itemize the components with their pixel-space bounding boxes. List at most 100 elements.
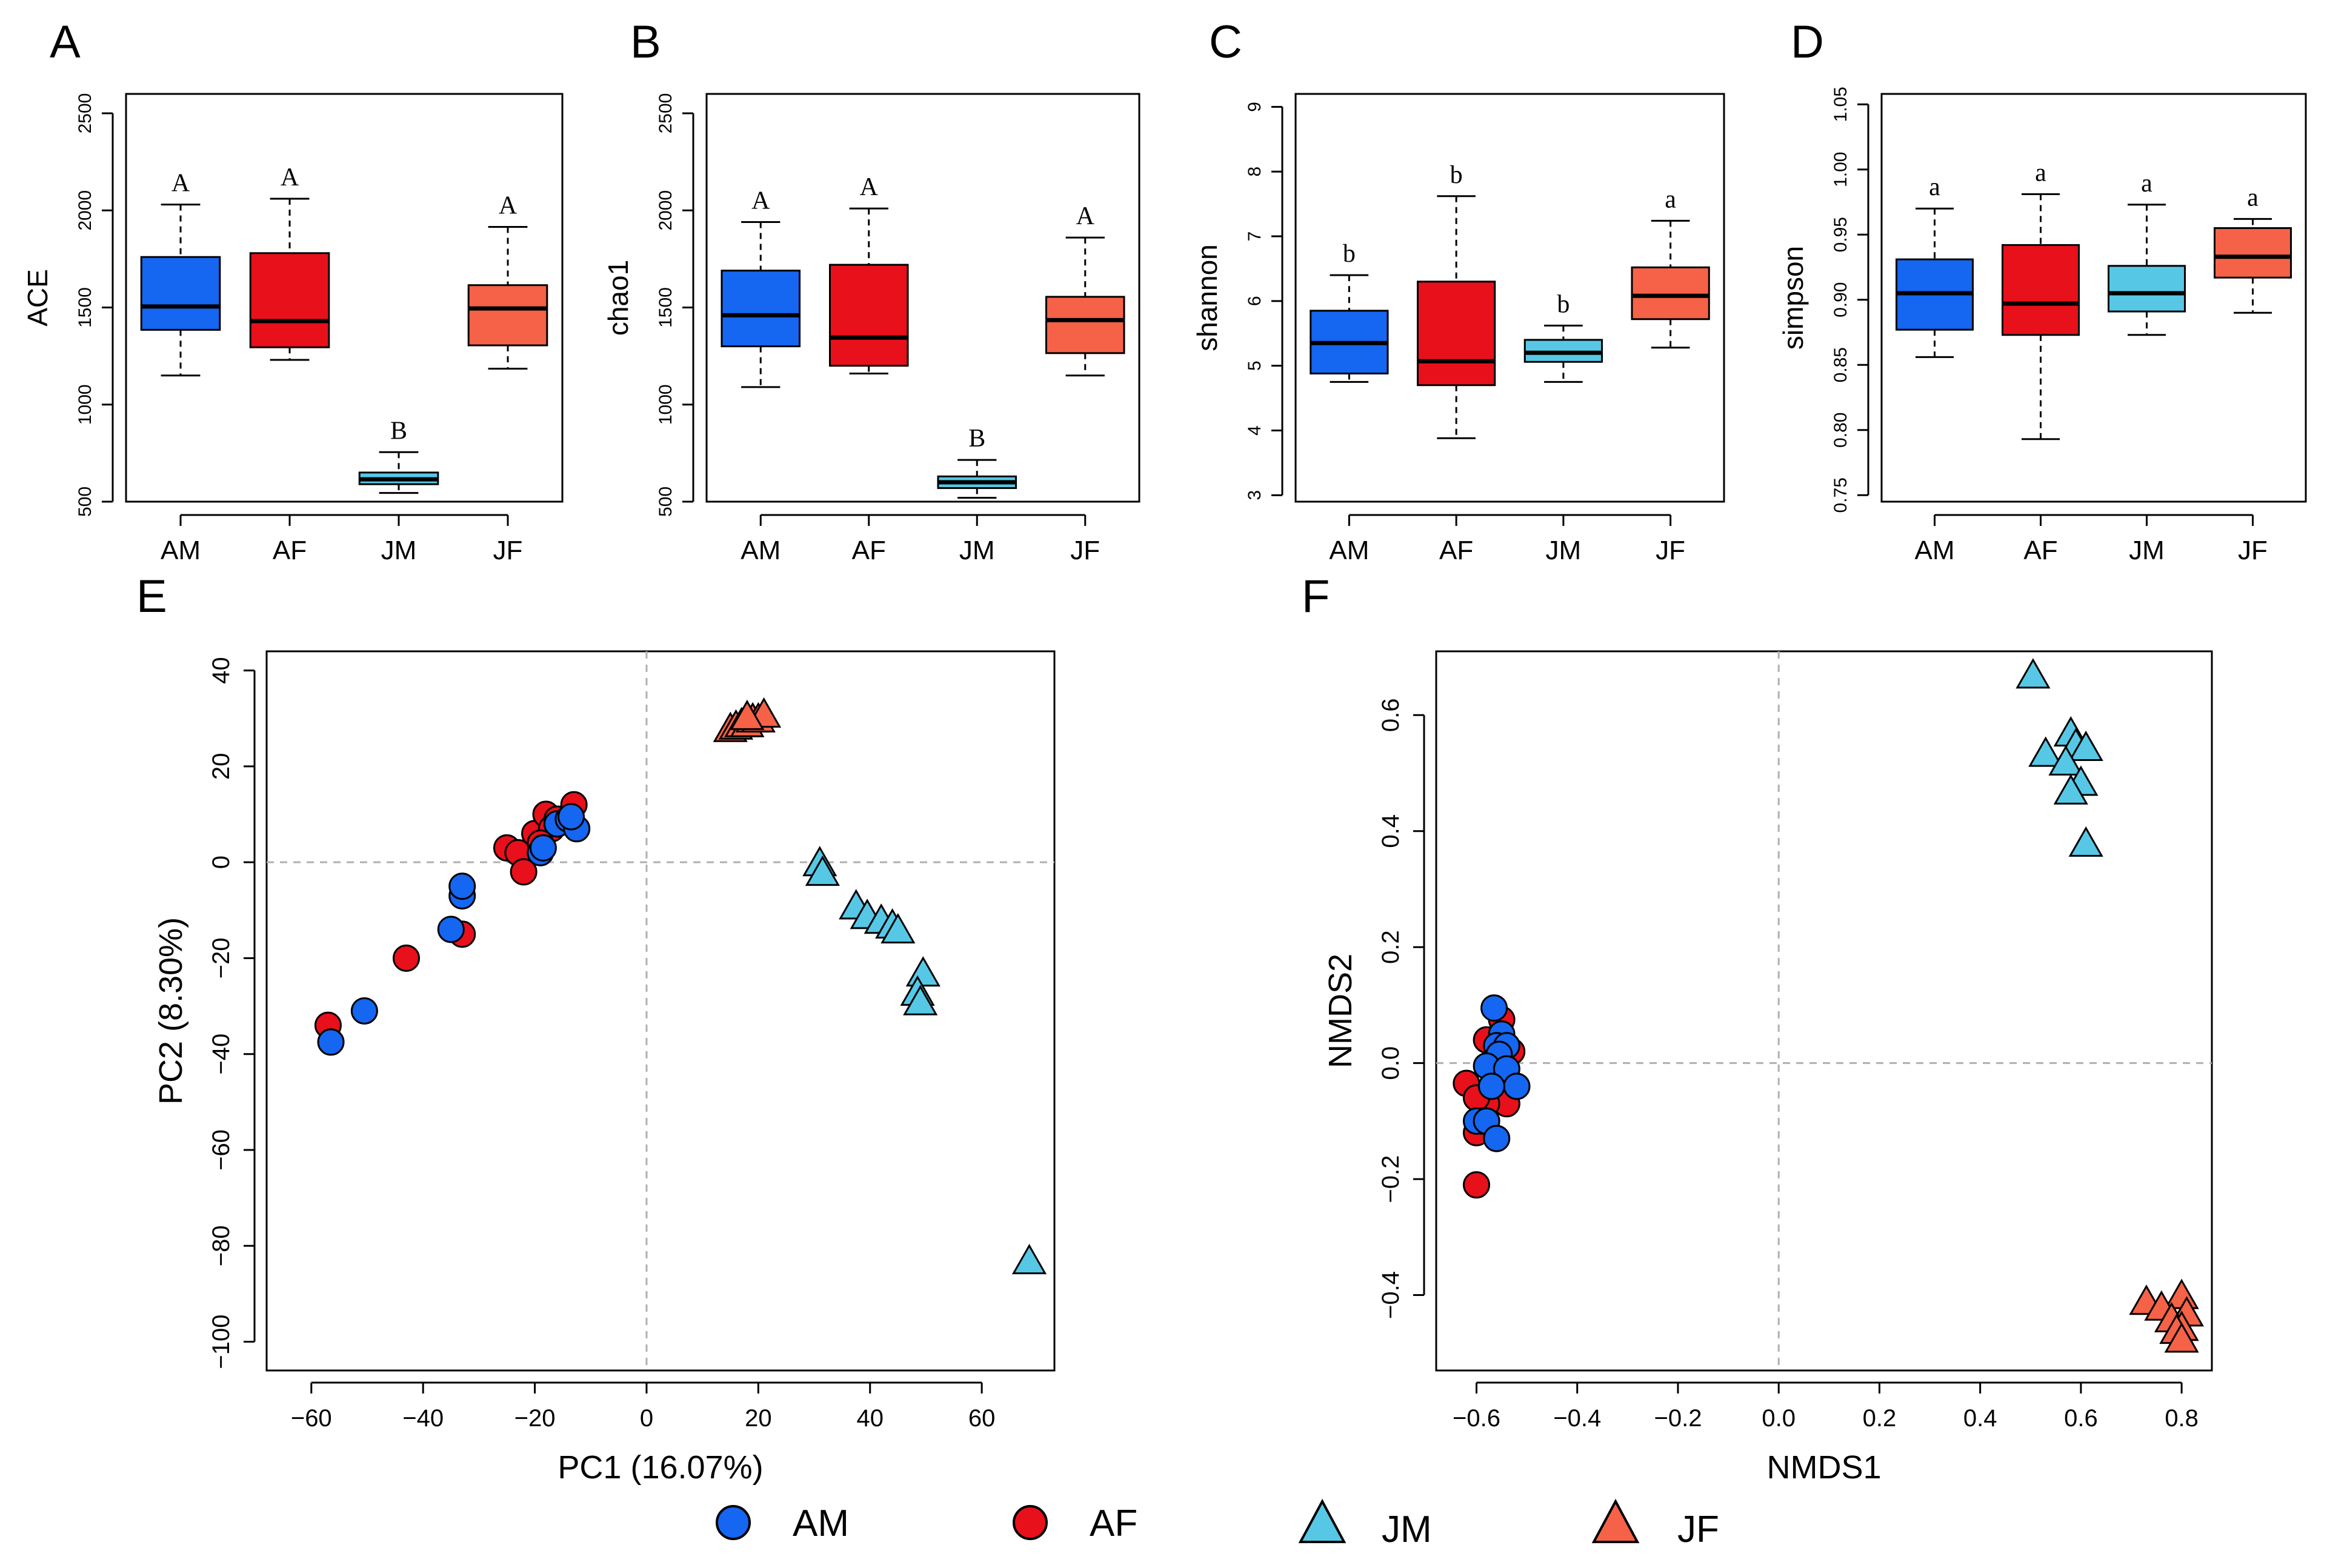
y-tick-label: 9 (1245, 102, 1265, 112)
legend-triangle-marker (1298, 1498, 1347, 1543)
plot-frame (265, 650, 1056, 1372)
box-am: A (721, 187, 801, 388)
box-jf: a (1631, 185, 1710, 349)
y-tick-label: 0 (208, 855, 235, 869)
plot-frame (1435, 650, 2213, 1372)
significance-letter: b (1557, 290, 1570, 318)
y-tick-label: 0.2 (1377, 930, 1404, 964)
box-af: a (2002, 159, 2080, 440)
box-jm: B (937, 425, 1017, 499)
box-jm: a (2108, 170, 2186, 336)
y-tick-label: 0.95 (1831, 217, 1851, 252)
x-tick-label: −20 (514, 1405, 556, 1432)
series-jf (713, 697, 782, 742)
significance-letter: a (1929, 173, 1940, 201)
data-point-triangle (2164, 1322, 2199, 1353)
series-jm (802, 846, 1047, 1275)
y-tick-label: 2500 (75, 93, 95, 134)
data-point-triangle (2048, 745, 2083, 776)
significance-letter: B (390, 417, 407, 445)
y-tick-label: 1000 (75, 384, 95, 425)
x-tick-label: JF (2238, 536, 2268, 565)
scatter-panel-f: −0.6 −0.4 −0.2 0.0 0.2 0.4 0.6 0.8 NMDS1 −0.4 −0.2… (1322, 650, 2213, 1486)
box-af: b (1416, 161, 1496, 439)
box-iqr (828, 264, 909, 367)
plot-frame (1880, 93, 2307, 503)
panel-letter: F (1302, 571, 1330, 622)
data-point-circle (392, 944, 420, 972)
y-axis-label: simpson (1777, 246, 1809, 350)
y-tick-label: −80 (208, 1225, 235, 1266)
data-point-triangle (1011, 1243, 1047, 1275)
data-point-triangle (2053, 774, 2088, 805)
significance-letter: b (1343, 240, 1356, 268)
x-tick-label: 40 (856, 1405, 884, 1432)
data-point-triangle (2068, 826, 2103, 857)
x-tick-label: AM (1915, 536, 1955, 565)
y-tick-label: 8 (1245, 167, 1265, 177)
significance-letter: b (1450, 161, 1463, 189)
x-tick-label: −40 (402, 1405, 444, 1432)
significance-letter: a (2035, 159, 2046, 187)
y-tick-label: 0.0 (1377, 1046, 1404, 1080)
y-tick-label: −20 (208, 938, 235, 979)
x-tick-label: −0.2 (1654, 1405, 1702, 1432)
y-axis-label: PC2 (8.30%) (153, 917, 189, 1105)
y-tick-label: 6 (1245, 296, 1265, 306)
y-axis-label: chao1 (602, 260, 634, 336)
series-am (317, 803, 591, 1056)
x-tick-label: 0 (640, 1405, 653, 1432)
data-point-circle (1480, 994, 1508, 1022)
data-point-circle (557, 803, 585, 831)
x-tick-label: AF (2023, 536, 2057, 565)
box-jf: A (1045, 202, 1125, 377)
data-point-circle (448, 872, 476, 900)
significance-letter: a (1665, 185, 1676, 213)
legend-item-jm: JM (1298, 1498, 1432, 1550)
data-point-triangle (903, 985, 938, 1015)
plot-frame (705, 93, 1140, 503)
legend-label: AM (793, 1503, 849, 1544)
y-tick-label: 2500 (656, 93, 676, 134)
significance-letter: B (968, 425, 985, 453)
x-tick-label: −0.6 (1453, 1405, 1500, 1432)
boxplot-panel-c: 3 4 5 6 7 8 9 shannon AM AF JM JF b b b a (1191, 93, 1725, 565)
legend-item-am: AM (716, 1503, 849, 1544)
significance-letter: A (860, 173, 879, 201)
y-tick-label: 2000 (75, 190, 95, 231)
x-tick-label: 20 (745, 1405, 772, 1432)
y-tick-label: 0.4 (1377, 814, 1404, 848)
boxplot-panel-d: 0.75 0.80 0.85 0.90 0.95 1.00 1.05 simpson AM AF J… (1777, 87, 2307, 565)
box-af: A (249, 164, 330, 361)
x-tick-label: 0.0 (1762, 1405, 1796, 1432)
legend-label: AF (1090, 1503, 1137, 1544)
significance-letter: A (281, 164, 299, 191)
data-point-triangle (881, 912, 916, 944)
series-jf (2129, 1278, 2205, 1353)
legend-circle-marker (1013, 1505, 1048, 1540)
data-point-triangle (805, 855, 840, 886)
y-tick-label: 2000 (656, 190, 676, 231)
y-tick-label: 0.90 (1831, 282, 1851, 317)
panel-letter: D (1791, 16, 1824, 68)
x-tick-label: 0.4 (1963, 1405, 1997, 1432)
significance-letter: A (751, 187, 770, 215)
y-axis-label: shannon (1191, 244, 1223, 351)
y-tick-label: 0.6 (1377, 698, 1404, 732)
panel-letter: C (1209, 16, 1242, 68)
significance-letter: a (2141, 170, 2152, 198)
box-jm: B (358, 417, 439, 494)
box-iqr (2214, 227, 2292, 279)
legend-circle-marker (716, 1505, 751, 1540)
box-iqr (249, 252, 330, 348)
box-iqr (1045, 296, 1125, 354)
x-tick-label: JF (493, 536, 523, 565)
x-tick-label: 0.2 (1863, 1405, 1897, 1432)
y-tick-label: 3 (1245, 490, 1265, 500)
x-axis-label: PC1 (16.07%) (558, 1449, 763, 1486)
data-point-circle (510, 858, 538, 886)
x-tick-label: AF (1439, 536, 1473, 565)
y-tick-label: 4 (1245, 425, 1265, 436)
legend: AM AF JM JF (716, 1498, 1719, 1550)
